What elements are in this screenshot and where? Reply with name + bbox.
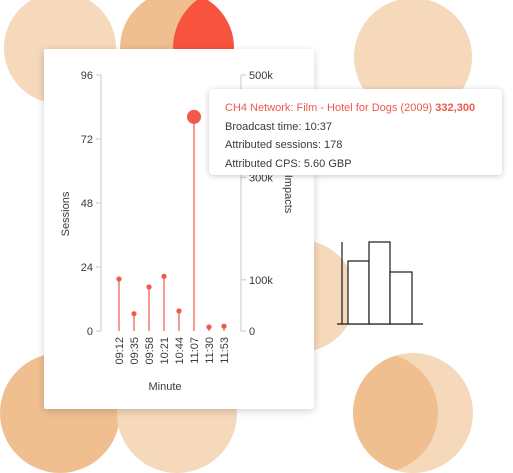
- histogram-icon-bar: [347, 260, 370, 325]
- histogram-icon-bar: [368, 241, 391, 325]
- y-axis-right-tick-label: 0: [249, 326, 255, 338]
- tooltip-attributed-sessions: Attributed sessions: 178: [225, 139, 343, 151]
- tooltip-broadcast-time: Broadcast time: 10:37: [225, 120, 333, 133]
- x-axis-tick-label: 11:07: [189, 337, 201, 364]
- x-axis-label: Minute: [148, 381, 181, 393]
- lollipop-point[interactable]: [161, 273, 167, 279]
- histogram-icon: [337, 241, 423, 325]
- y-axis-left-tick-label: 72: [81, 134, 93, 146]
- lollipop-point[interactable]: [146, 284, 152, 290]
- tooltip-attributed-cps: Attributed CPS: 5.60 GBP: [225, 157, 352, 170]
- y-axis-left-tick-label: 96: [81, 70, 93, 82]
- x-axis-tick-label: 09:12: [114, 337, 126, 365]
- decor-circle: [354, 0, 472, 116]
- x-axis-tick-label: 09:58: [144, 337, 156, 365]
- lollipop-point[interactable]: [116, 276, 122, 282]
- lollipop-point[interactable]: [221, 323, 227, 329]
- decor-circle: [353, 353, 438, 473]
- tooltip-title: CH4 Network: Film - Hotel for Dogs (2009…: [225, 102, 433, 114]
- lollipop-point[interactable]: [176, 308, 182, 314]
- y-axis-left-tick-label: 48: [81, 198, 93, 210]
- x-axis-tick-label: 10:44: [174, 337, 186, 365]
- y-axis-right-tick-label: 500k: [249, 70, 273, 82]
- y-axis-left-tick-label: 0: [87, 326, 93, 338]
- lollipop-point[interactable]: [131, 311, 137, 317]
- x-axis-tick-label: 09:35: [129, 337, 141, 365]
- tooltip-impacts-value: 332,300: [435, 102, 476, 114]
- x-axis-tick-label: 11:30: [204, 337, 216, 364]
- x-axis-tick-label: 10:21: [159, 337, 171, 365]
- x-axis-tick-label: 11:53: [219, 337, 231, 364]
- tooltip-title-row: CH4 Network: Film - Hotel for Dogs (2009…: [225, 99, 490, 118]
- lollipop-point[interactable]: [206, 324, 212, 330]
- histogram-icon-bar: [389, 271, 413, 325]
- y-axis-right-tick-label: 100k: [249, 275, 273, 287]
- y-axis-right-tick-label: 300k: [249, 172, 273, 184]
- y-axis-left-label: Sessions: [60, 191, 72, 236]
- data-point-tooltip: CH4 Network: Film - Hotel for Dogs (2009…: [209, 89, 502, 175]
- y-axis-right-label: Impacts: [282, 175, 294, 214]
- y-axis-left-tick-label: 24: [81, 262, 93, 274]
- lollipop-point-highlighted[interactable]: [187, 109, 201, 124]
